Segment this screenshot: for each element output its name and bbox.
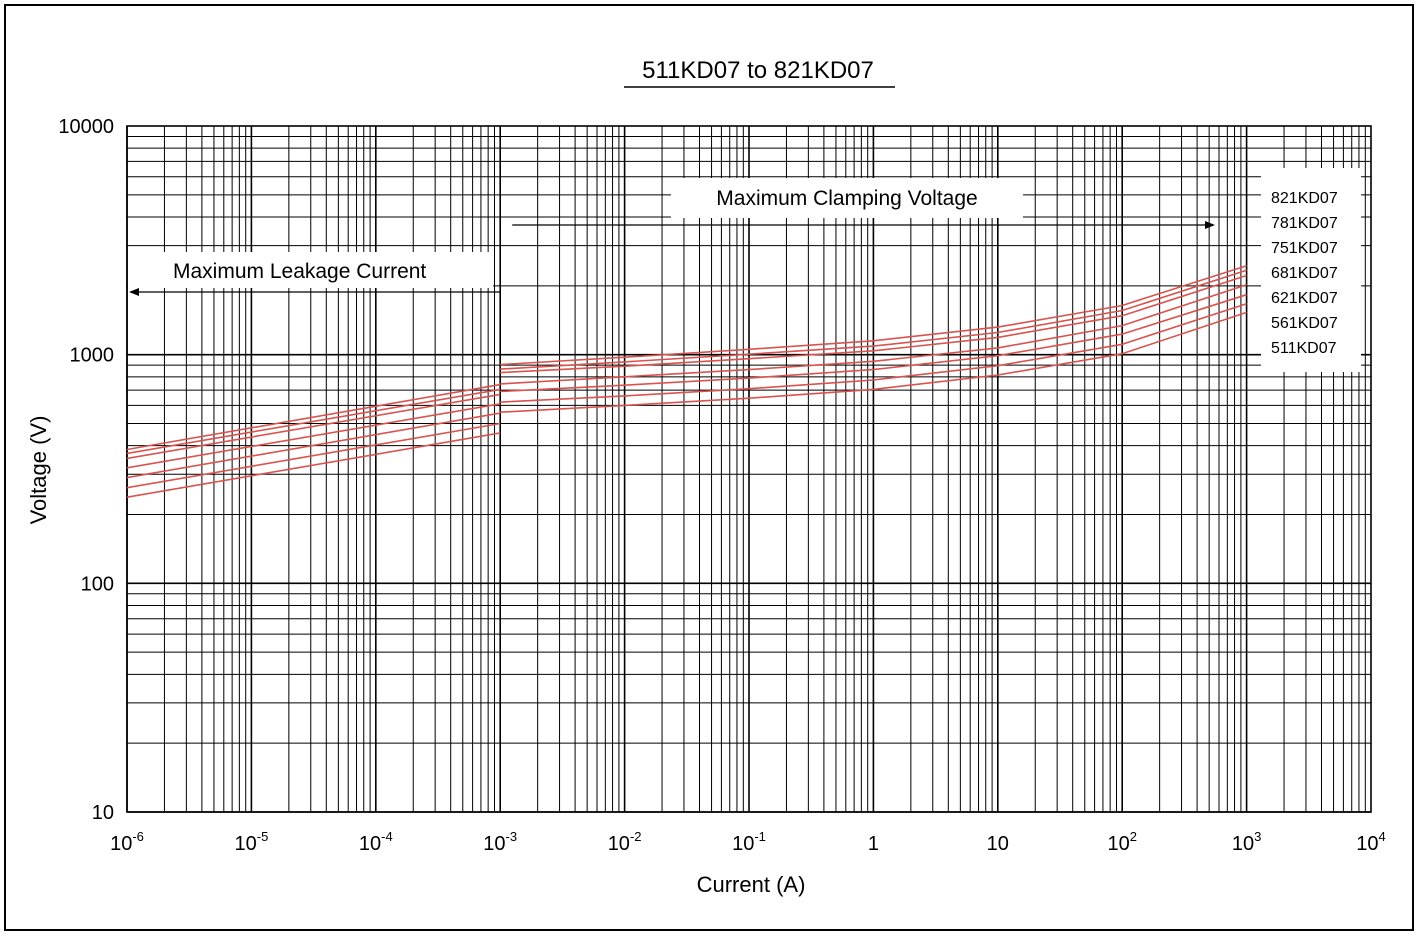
x-tick-label: 10-3 xyxy=(483,829,517,855)
series-line-781KD07-clamping xyxy=(500,269,1247,370)
legend-label-751KD07: 751KD07 xyxy=(1271,240,1338,257)
leakage-label: Maximum Leakage Current xyxy=(173,260,426,283)
clamping-label: Maximum Clamping Voltage xyxy=(716,187,977,210)
y-tick-label: 10000 xyxy=(58,116,114,138)
series-group xyxy=(126,264,1247,498)
x-tick-label: 10-4 xyxy=(359,829,393,855)
plot-border xyxy=(126,125,1372,813)
series-line-561KD07-leakage xyxy=(126,422,501,489)
series-line-561KD07-clamping xyxy=(500,302,1247,403)
series-line-821KD07-leakage xyxy=(126,383,501,451)
legend-label-821KD07: 821KD07 xyxy=(1271,190,1338,207)
series-line-681KD07-clamping xyxy=(500,284,1247,385)
clamping-label-bg xyxy=(671,178,1023,218)
series-line-821KD07-clamping xyxy=(500,264,1247,366)
x-tick-label: 10-1 xyxy=(732,829,766,855)
legend-label-561KD07: 561KD07 xyxy=(1271,315,1338,332)
series-line-621KD07-clamping xyxy=(500,293,1247,393)
legend-bg xyxy=(1261,168,1361,372)
leakage-label-bg xyxy=(128,252,493,288)
x-tick-label: 104 xyxy=(1356,829,1385,855)
grid xyxy=(126,125,1372,813)
x-axis-label: Current (A) xyxy=(697,872,806,897)
series-line-511KD07-clamping xyxy=(500,311,1247,413)
x-tick-label: 10 xyxy=(987,833,1009,855)
leakage-arrow-head xyxy=(129,288,139,296)
y-tick-label: 10 xyxy=(92,802,114,824)
x-tick-label: 103 xyxy=(1232,829,1261,855)
series-line-781KD07-leakage xyxy=(126,388,501,455)
x-tick-label: 10-2 xyxy=(608,829,642,855)
legend-label-781KD07: 781KD07 xyxy=(1271,215,1338,232)
legend-label-621KD07: 621KD07 xyxy=(1271,290,1338,307)
legend-label-681KD07: 681KD07 xyxy=(1271,265,1338,282)
clamping-arrow-head xyxy=(1205,221,1215,229)
x-tick-label: 10-6 xyxy=(110,829,144,855)
x-tick-label: 1 xyxy=(868,833,879,855)
series-line-681KD07-leakage xyxy=(126,403,501,469)
tick-labels: 10-6 10-5 10-4 10-3 10-2 10-1 1 10 102 103 104 1000… xyxy=(58,116,1385,855)
chart-title: 511KD07 to 821KD07 xyxy=(642,57,874,84)
y-tick-label: 100 xyxy=(81,573,114,595)
x-tick-label: 102 xyxy=(1107,829,1136,855)
x-tick-label: 10-5 xyxy=(234,829,268,855)
y-axis-label: Voltage (V) xyxy=(26,416,51,525)
series-line-511KD07-leakage xyxy=(126,432,501,498)
y-tick-label: 1000 xyxy=(70,345,115,367)
legend-label-511KD07: 511KD07 xyxy=(1271,340,1337,357)
series-line-621KD07-leakage xyxy=(126,412,501,479)
annotations: Maximum Leakage Current Maximum Clamping … xyxy=(128,168,1361,372)
series-line-751KD07-leakage xyxy=(126,393,501,460)
series-line-751KD07-clamping xyxy=(500,274,1247,374)
